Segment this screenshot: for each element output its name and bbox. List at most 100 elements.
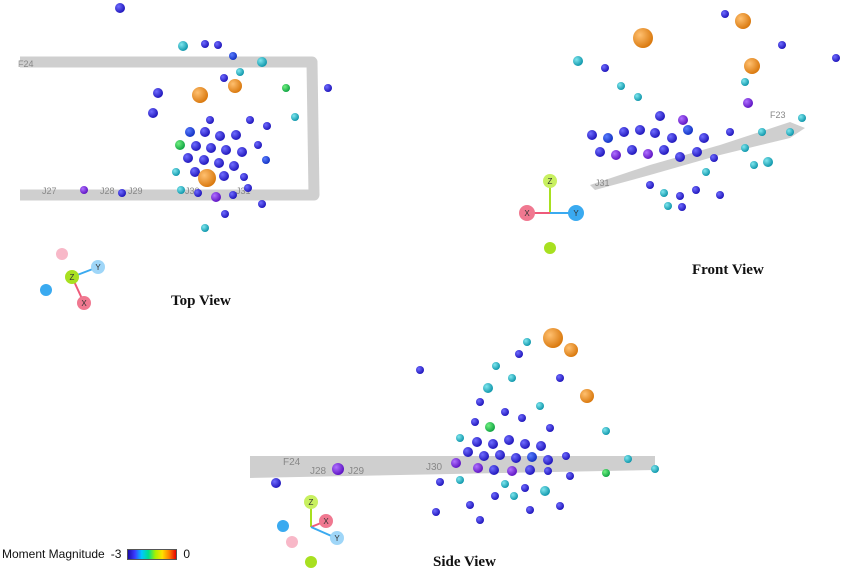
front-events <box>573 10 840 211</box>
event-point <box>324 84 332 92</box>
side-marker-f24: F24 <box>283 457 301 468</box>
event-point <box>118 189 126 197</box>
front-marker-j31: J31 <box>595 178 610 188</box>
event-point <box>602 469 610 477</box>
event-point <box>258 200 266 208</box>
top-view-panel: F24 J27 J28 J29 J30 J31 <box>18 3 332 310</box>
event-point <box>211 192 221 202</box>
event-point <box>676 192 684 200</box>
axis-neg-z-dot <box>544 242 556 254</box>
axis-y-dot <box>330 531 344 545</box>
legend-min: -3 <box>110 547 122 561</box>
event-point <box>741 144 749 152</box>
event-point <box>214 158 224 168</box>
tunnel-side <box>250 456 655 478</box>
event-point <box>471 418 479 426</box>
event-point <box>221 210 229 218</box>
event-point <box>635 125 645 135</box>
event-point <box>501 408 509 416</box>
event-point <box>491 492 499 500</box>
event-point <box>236 68 244 76</box>
event-point-large <box>564 343 578 357</box>
event-point <box>190 167 200 177</box>
event-point <box>148 108 158 118</box>
event-point <box>521 484 529 492</box>
axis-z-label: Z <box>548 177 553 186</box>
event-point <box>492 362 500 370</box>
event-point <box>240 173 248 181</box>
axis-neg-y-dot <box>277 520 289 532</box>
event-point <box>587 130 597 140</box>
front-view-panel: J31 F23 <box>519 10 840 254</box>
event-point <box>466 501 474 509</box>
axis-z-dot <box>543 174 557 188</box>
event-point <box>743 98 753 108</box>
event-point <box>229 191 237 199</box>
axis-x-dot <box>77 296 91 310</box>
event-point-large <box>228 79 242 93</box>
axis-z-label: Z <box>70 273 75 282</box>
event-point-large <box>198 169 216 187</box>
legend-colorbar <box>127 548 178 560</box>
event-point <box>507 466 517 476</box>
event-point <box>523 338 531 346</box>
event-point <box>634 93 642 101</box>
event-point <box>244 184 252 192</box>
event-point <box>194 189 202 197</box>
top-marker-j29: J29 <box>128 186 143 196</box>
top-marker-j31: J31 <box>236 186 251 196</box>
event-point <box>678 115 688 125</box>
axis-x-label: X <box>323 517 329 526</box>
event-point <box>763 157 773 167</box>
axis-neg-x-dot <box>56 248 68 260</box>
event-point <box>544 467 552 475</box>
axis-x-dot <box>519 205 535 221</box>
event-point <box>646 181 654 189</box>
event-point <box>215 131 225 141</box>
event-point <box>221 145 231 155</box>
event-point <box>667 133 677 143</box>
event-point <box>199 155 209 165</box>
event-point <box>473 463 483 473</box>
top-view-label: Top View <box>171 293 231 309</box>
axis-x-dot <box>319 514 333 528</box>
event-point <box>271 478 281 488</box>
top-events <box>80 3 332 232</box>
top-marker-f24: F24 <box>18 59 34 69</box>
event-point <box>660 189 668 197</box>
event-point <box>758 128 766 136</box>
event-point <box>508 374 516 382</box>
event-point <box>573 56 583 66</box>
side-marker-j28: J28 <box>310 466 327 477</box>
event-point <box>650 128 660 138</box>
event-point <box>655 111 665 121</box>
event-point <box>257 57 267 67</box>
event-point <box>219 171 229 181</box>
event-point <box>472 437 482 447</box>
event-point <box>451 458 461 468</box>
event-point <box>291 113 299 121</box>
side-marker-j29: J29 <box>348 466 365 477</box>
event-point-large <box>735 13 751 29</box>
event-point <box>476 516 484 524</box>
event-point <box>595 147 605 157</box>
side-view-label: Side View <box>433 554 496 570</box>
event-point <box>716 191 724 199</box>
axis-z-dot <box>304 495 318 509</box>
event-point <box>692 186 700 194</box>
tunnel-outline-top <box>20 56 320 201</box>
event-point <box>627 145 637 155</box>
event-point <box>183 153 193 163</box>
top-marker-j30: J30 <box>185 186 200 196</box>
event-point <box>80 186 88 194</box>
event-point <box>229 52 237 60</box>
event-point <box>488 439 498 449</box>
event-point <box>527 452 537 462</box>
event-point <box>624 455 632 463</box>
event-point <box>683 125 693 135</box>
event-point <box>546 424 554 432</box>
event-point <box>220 74 228 82</box>
event-point <box>479 451 489 461</box>
event-point-large <box>192 87 208 103</box>
